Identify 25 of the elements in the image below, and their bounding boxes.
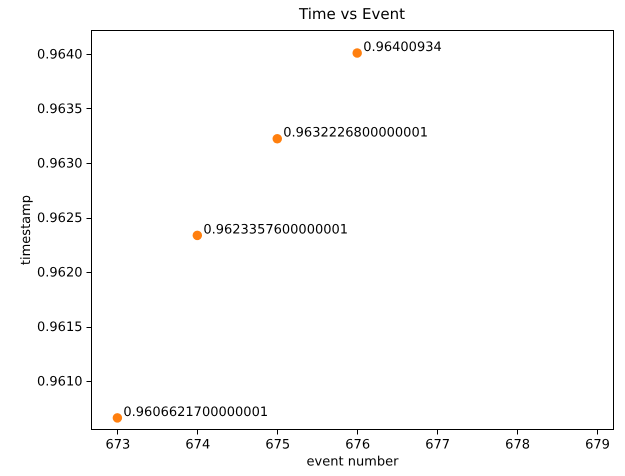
y-tick-label: 0.9635 xyxy=(37,102,82,117)
point xyxy=(112,413,122,423)
point xyxy=(352,48,362,58)
data-label: 0.9623357600000001 xyxy=(203,222,348,238)
x-tick-label: 677 xyxy=(425,438,450,452)
y-tick-label: 0.9615 xyxy=(37,320,82,336)
y-axis-title: timestamp xyxy=(19,194,34,266)
x-tick-label: 673 xyxy=(105,438,130,452)
data-label: 0.96400934 xyxy=(363,40,442,55)
x-tick-label: 675 xyxy=(265,438,290,452)
x-tick-label: 678 xyxy=(505,438,530,452)
point xyxy=(272,134,282,144)
y-tick-label: 0.9625 xyxy=(37,211,82,226)
x-tick-label: 679 xyxy=(585,438,610,452)
y-tick-label: 0.9620 xyxy=(37,266,82,281)
x-tick-label: 674 xyxy=(185,438,210,452)
data-label: 0.9632226800000001 xyxy=(283,126,428,141)
x-tick-label: 676 xyxy=(345,438,370,452)
data-label: 0.9606621700000001 xyxy=(123,404,268,420)
point xyxy=(192,230,202,240)
y-tick-label: 0.9640 xyxy=(37,47,82,62)
y-tick-label: 0.9610 xyxy=(37,374,82,390)
x-axis-title: event number xyxy=(306,454,400,470)
y-tick-label: 0.9630 xyxy=(37,156,82,172)
chart-title: Time vs Event xyxy=(298,5,406,23)
